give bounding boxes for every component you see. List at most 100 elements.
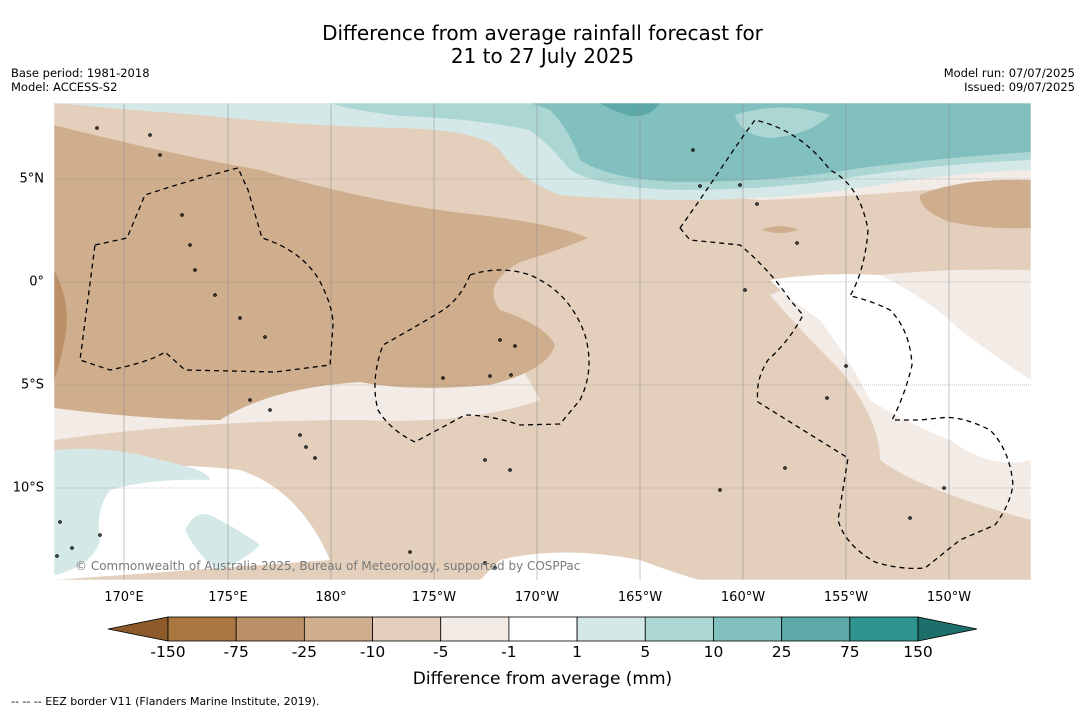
colorbar-bin <box>372 616 442 642</box>
colorbar-max-extension <box>917 616 978 642</box>
island-mark <box>738 183 742 187</box>
island-mark <box>698 184 702 188</box>
base-period-text: Base period: 1981-2018 <box>11 66 150 80</box>
latitude-label: 5°N <box>19 171 45 187</box>
field-white-east <box>770 274 1031 463</box>
copyright-credit: © Commonwealth of Australia 2025, Bureau… <box>75 559 581 573</box>
colorbar-bin <box>235 616 305 642</box>
colorbar-bin <box>781 616 851 642</box>
island-mark <box>691 148 695 152</box>
island-mark <box>268 408 272 412</box>
colorbar-tick-label: -150 <box>150 643 186 661</box>
colorbar <box>107 616 978 642</box>
eez-border-east-2 <box>679 227 1014 570</box>
title-line-2: 21 to 27 July 2025 <box>450 44 635 68</box>
island-mark <box>441 376 445 380</box>
field-dark-east <box>919 179 1031 229</box>
longitude-label: 170°E <box>104 590 144 605</box>
longitude-label: 170°W <box>514 590 560 605</box>
islands <box>55 126 946 570</box>
island-mark <box>158 153 162 157</box>
field-wet-sw-2 <box>185 514 260 570</box>
island-mark <box>493 566 497 570</box>
graticule <box>54 103 1031 580</box>
island-mark <box>508 468 512 472</box>
island-mark <box>298 433 302 437</box>
colorbar-bin <box>849 616 919 642</box>
island-mark <box>263 335 267 339</box>
longitude-label: 175°W <box>411 590 457 605</box>
field-wet-3 <box>530 103 1031 182</box>
colorbar-tick-label: -10 <box>359 643 386 661</box>
colorbar-bin <box>713 616 783 642</box>
colorbar-bin <box>303 616 373 642</box>
island-mark <box>213 293 217 297</box>
longitude-label: 180° <box>315 590 347 605</box>
island-mark <box>498 338 502 342</box>
island-mark <box>95 126 99 130</box>
colorbar-bin <box>440 616 510 642</box>
island-mark <box>148 133 152 137</box>
colorbar-tick-label: -5 <box>432 643 449 661</box>
island-mark <box>58 520 62 524</box>
island-mark <box>304 445 308 449</box>
longitude-label: 165°W <box>617 590 663 605</box>
island-mark <box>98 533 102 537</box>
field-dark-spot <box>762 226 798 233</box>
colorbar-min-extension <box>107 616 169 642</box>
field-white-strip <box>480 552 700 580</box>
colorbar-label: Difference from average (mm) <box>412 669 673 689</box>
field-dark-west <box>54 125 588 420</box>
longitude-label: 150°W <box>926 590 972 605</box>
island-mark <box>248 398 252 402</box>
island-mark <box>795 241 799 245</box>
issued-text: Issued: 09/07/2025 <box>964 80 1075 94</box>
longitude-label: 175°E <box>208 590 248 605</box>
longitude-label: 160°W <box>720 590 766 605</box>
island-mark <box>188 243 192 247</box>
colorbar-bin <box>644 616 714 642</box>
field-dark-west-edge <box>54 270 67 380</box>
island-mark <box>70 546 74 550</box>
eez-border-east <box>679 119 913 421</box>
colorbar-bin <box>576 616 646 642</box>
island-mark <box>193 268 197 272</box>
island-mark <box>313 456 317 460</box>
colorbar-tick-label: -1 <box>501 643 517 661</box>
island-mark <box>908 516 912 520</box>
field-wet-sw-1 <box>54 448 210 575</box>
island-mark <box>783 466 787 470</box>
colorbar-tick-label: 5 <box>640 643 651 661</box>
eez-borders <box>79 119 1014 570</box>
latitude-label: 10°S <box>12 480 44 496</box>
island-mark <box>509 373 513 377</box>
island-mark <box>844 364 848 368</box>
island-mark <box>513 344 517 348</box>
colorbar-tick-label: -75 <box>223 643 249 661</box>
island-mark <box>408 550 412 554</box>
colorbar-tick-label: -25 <box>291 643 318 661</box>
latitude-label: 5°S <box>20 377 44 393</box>
model-run-text: Model run: 07/07/2025 <box>943 66 1075 80</box>
latitude-label: 0° <box>29 274 44 290</box>
island-mark <box>942 486 946 490</box>
longitude-label: 155°W <box>823 590 869 605</box>
model-info: Base period: 1981-2018 Model: ACCESS-S2 <box>11 66 150 94</box>
colorbar-bin <box>167 616 237 642</box>
colorbar-tick-label: 150 <box>903 643 933 661</box>
field-wet-5 <box>600 103 660 117</box>
island-mark <box>825 396 829 400</box>
eez-border-west <box>79 167 334 373</box>
field-wet-4 <box>735 107 830 138</box>
map-title: Difference from average rainfall forecas… <box>0 22 1085 68</box>
colorbar-bin <box>508 616 578 642</box>
island-mark <box>743 288 747 292</box>
title-line-1: Difference from average rainfall forecas… <box>322 21 763 45</box>
island-mark <box>238 316 242 320</box>
model-text: Model: ACCESS-S2 <box>11 80 118 94</box>
colorbar-tick-label: 25 <box>771 643 792 661</box>
run-info: Model run: 07/07/2025 Issued: 09/07/2025 <box>944 66 1075 94</box>
island-mark <box>718 488 722 492</box>
island-mark <box>488 374 492 378</box>
